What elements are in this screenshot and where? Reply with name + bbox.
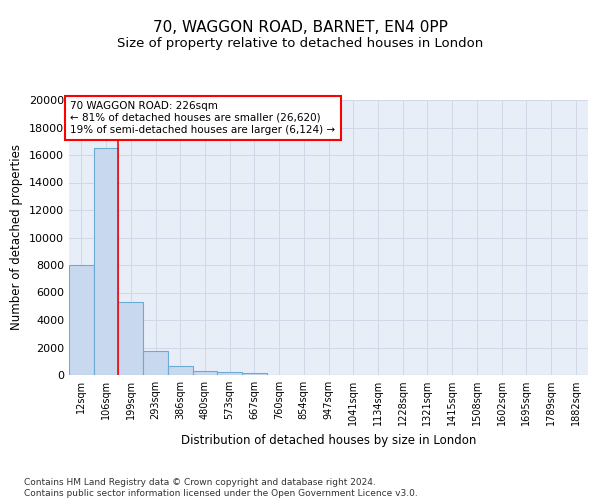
Y-axis label: Number of detached properties: Number of detached properties [10,144,23,330]
Text: 70, WAGGON ROAD, BARNET, EN4 0PP: 70, WAGGON ROAD, BARNET, EN4 0PP [152,20,448,35]
Text: Size of property relative to detached houses in London: Size of property relative to detached ho… [117,38,483,51]
Text: Contains HM Land Registry data © Crown copyright and database right 2024.
Contai: Contains HM Land Registry data © Crown c… [24,478,418,498]
Bar [94,148,118,375]
Bar [193,371,217,375]
Bar [69,265,94,375]
X-axis label: Distribution of detached houses by size in London: Distribution of detached houses by size … [181,434,476,446]
Bar [118,302,143,375]
Bar [168,366,193,375]
Text: 70 WAGGON ROAD: 226sqm
← 81% of detached houses are smaller (26,620)
19% of semi: 70 WAGGON ROAD: 226sqm ← 81% of detached… [70,102,335,134]
Bar [242,374,267,375]
Bar [217,372,242,375]
Bar [143,351,168,375]
